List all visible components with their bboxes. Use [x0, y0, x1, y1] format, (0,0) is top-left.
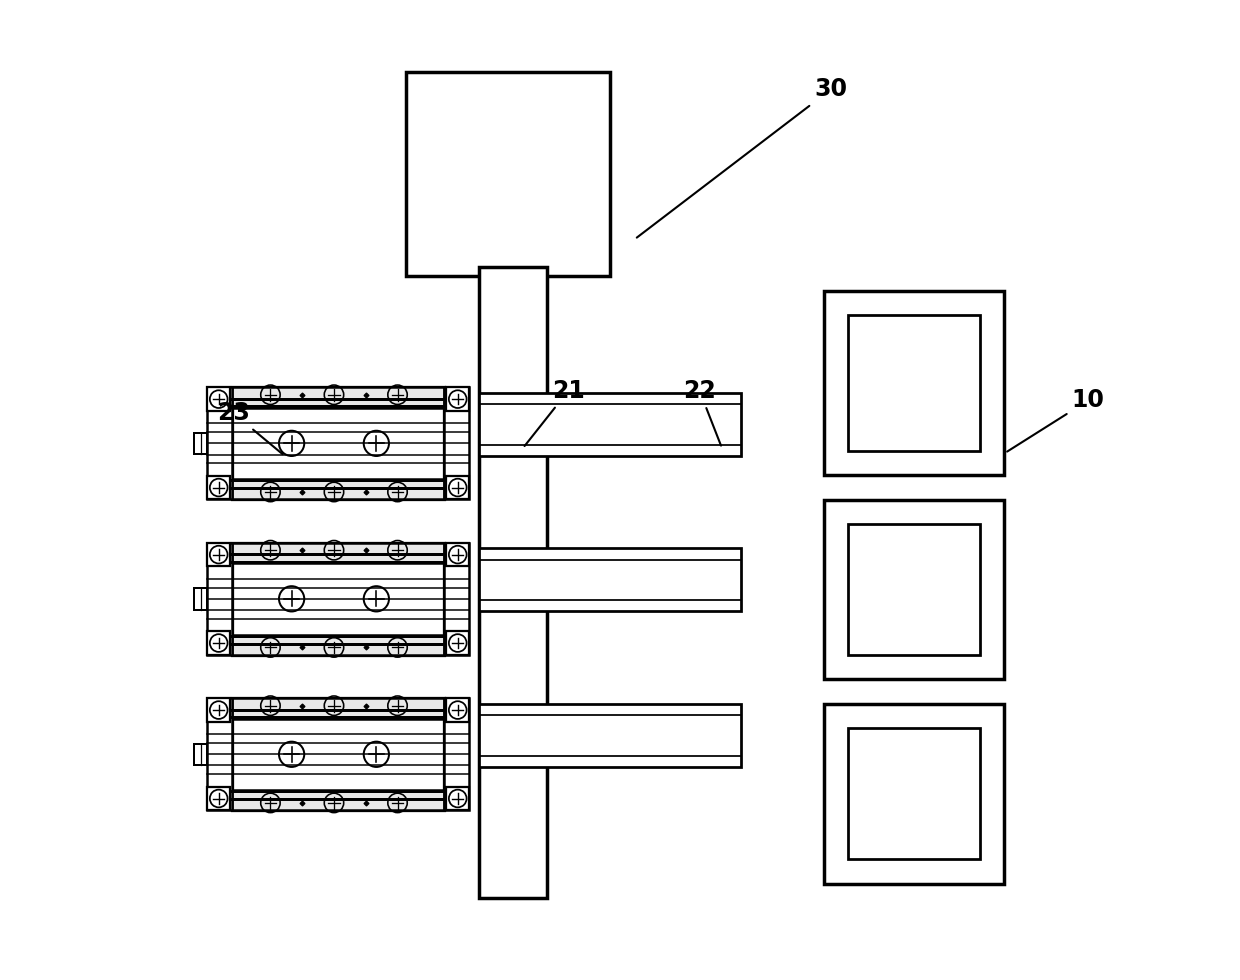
Bar: [207, 631, 231, 655]
Bar: [446, 476, 470, 499]
Bar: [479, 393, 742, 456]
Bar: [207, 543, 231, 566]
Bar: [848, 524, 980, 656]
Bar: [232, 387, 444, 408]
Bar: [232, 387, 444, 499]
Bar: [207, 699, 232, 810]
Bar: [444, 699, 470, 810]
Bar: [195, 744, 207, 765]
Bar: [446, 543, 470, 566]
Bar: [446, 787, 470, 810]
Bar: [444, 543, 470, 655]
Bar: [232, 699, 444, 718]
Bar: [232, 790, 444, 810]
Bar: [479, 548, 742, 612]
Bar: [232, 635, 444, 655]
Bar: [446, 699, 470, 721]
Bar: [207, 787, 231, 810]
Text: 22: 22: [683, 378, 720, 446]
Bar: [479, 267, 547, 898]
Bar: [444, 387, 470, 499]
Bar: [207, 699, 231, 721]
Bar: [195, 588, 207, 610]
Bar: [207, 387, 232, 499]
Text: 10: 10: [1007, 388, 1105, 452]
Bar: [479, 704, 742, 767]
Bar: [195, 433, 207, 454]
Text: 21: 21: [525, 378, 585, 446]
Bar: [207, 543, 232, 655]
Bar: [232, 699, 444, 810]
Bar: [232, 479, 444, 499]
Bar: [207, 387, 231, 411]
Bar: [825, 291, 1004, 475]
Text: 23: 23: [217, 401, 283, 454]
Bar: [232, 543, 444, 564]
Bar: [848, 728, 980, 859]
Bar: [825, 500, 1004, 679]
Bar: [446, 631, 470, 655]
Text: 30: 30: [637, 77, 847, 237]
Bar: [232, 543, 444, 655]
Bar: [825, 704, 1004, 884]
Bar: [207, 476, 231, 499]
Bar: [446, 387, 470, 411]
Bar: [848, 316, 980, 451]
Bar: [407, 73, 610, 276]
